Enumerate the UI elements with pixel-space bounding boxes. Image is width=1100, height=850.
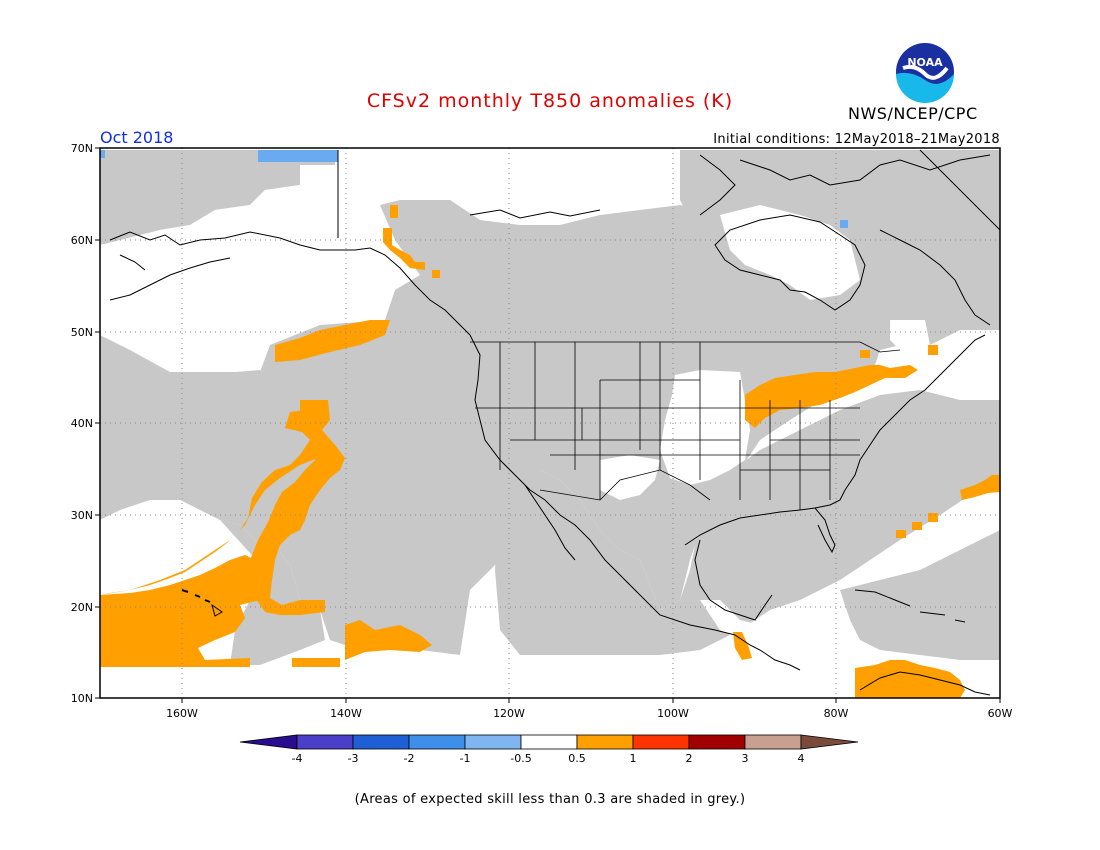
agency-label: NWS/NCEP/CPC [848, 104, 978, 123]
colorbar-segment [520, 734, 578, 750]
skill-mask [100, 150, 1000, 665]
colorbar-segment [352, 734, 410, 750]
axis-ticks [95, 147, 1001, 703]
lat-label-70n: 70N [71, 142, 93, 155]
lat-label-20n: 20N [71, 601, 93, 614]
colorbar-segment [688, 734, 746, 750]
warm-anomaly-regions [100, 205, 1000, 698]
colorbar-segment [632, 734, 690, 750]
coastlines [109, 149, 1001, 696]
colorbar-tick-label: -0.5 [510, 752, 531, 765]
colorbar-tick-label: 1 [630, 752, 637, 765]
lon-label-160w: 160W [166, 707, 198, 720]
colorbar-low-triangle [239, 734, 298, 750]
lon-label-120w: 120W [493, 707, 525, 720]
colorbar-tick-label: -1 [460, 752, 471, 765]
valid-month-label: Oct 2018 [100, 128, 174, 147]
colorbar-tick-label: -4 [292, 752, 303, 765]
lon-label-80w: 80W [824, 707, 849, 720]
colorbar-segment [464, 734, 522, 750]
lat-label-50n: 50N [71, 326, 93, 339]
lat-label-10n: 10N [71, 692, 93, 705]
initial-conditions-label: Initial conditions: 12May2018–21May2018 [713, 132, 1000, 147]
colorbar-segment [408, 734, 466, 750]
lon-label-140w: 140W [330, 707, 362, 720]
noaa-logo-text: NOAA [907, 56, 943, 69]
lon-label-100w: 100W [657, 707, 689, 720]
colorbar-segment [296, 734, 354, 750]
colorbar-tick-label: 3 [742, 752, 749, 765]
noaa-logo: NOAA [894, 41, 956, 103]
colorbar-segment [744, 734, 802, 750]
skill-footnote: (Areas of expected skill less than 0.3 a… [354, 792, 746, 807]
lat-label-60n: 60N [71, 234, 93, 247]
cool-anomaly-regions [100, 150, 848, 228]
colorbar-segment [576, 734, 634, 750]
colorbar-tick-label: 0.5 [568, 752, 586, 765]
graticule [100, 148, 1000, 698]
lat-label-30n: 30N [71, 509, 93, 522]
white-patches [100, 150, 930, 645]
chart-title: CFSv2 monthly T850 anomalies (K) [366, 90, 734, 112]
lon-label-60w: 60W [988, 707, 1013, 720]
colorbar-high-triangle [800, 734, 859, 750]
lat-label-40n: 40N [71, 417, 93, 430]
colorbar-tick-label: 2 [686, 752, 693, 765]
colorbar-tick-label: -3 [348, 752, 359, 765]
colorbar-tick-label: 4 [798, 752, 805, 765]
colorbar-tick-label: -2 [404, 752, 415, 765]
political-borders [470, 341, 901, 510]
colorbar: -4 -3 -2 -1 -0.5 0.5 1 2 3 4 [239, 734, 859, 765]
